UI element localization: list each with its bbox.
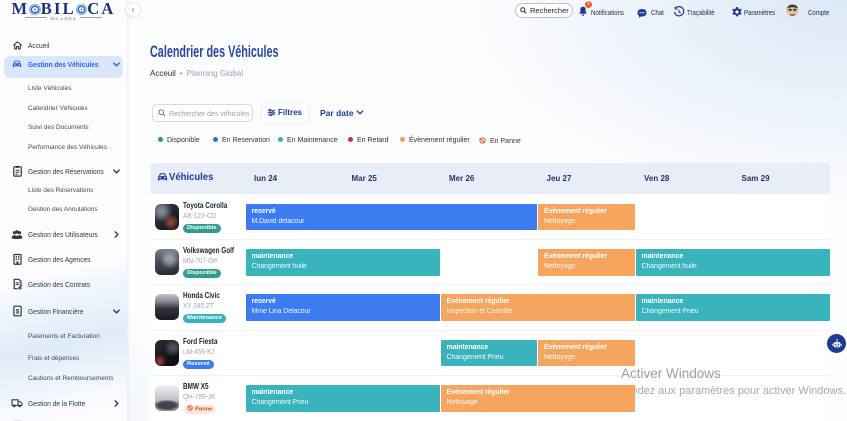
svg-text:$: $ bbox=[15, 308, 19, 315]
